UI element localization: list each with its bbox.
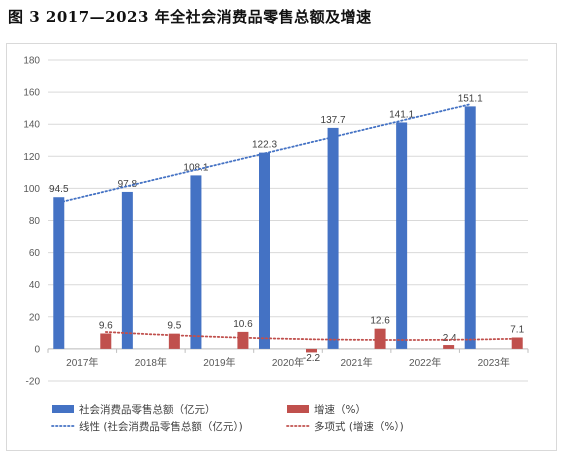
y-tick-label: 160 [23, 88, 40, 99]
legend-trend-linear: 线性 (社会消费品零售总额（亿元）) [51, 420, 243, 433]
data-label-growth-rate: 9.5 [167, 321, 181, 332]
figure-title: 图 3 2017—2023 年全社会消费品零售总额及增速 [8, 8, 372, 26]
y-tick-label: 20 [29, 312, 41, 323]
y-tick-label: 180 [23, 56, 40, 67]
x-tick-label: 2020年 [272, 356, 304, 369]
data-label-retail-total: 141.1 [389, 109, 414, 120]
legend-retail-total-swatch [52, 405, 74, 413]
trendline-linear [57, 103, 472, 204]
data-label-growth-rate: -2.2 [303, 353, 321, 364]
legend-growth-rate-swatch [287, 405, 309, 413]
bar-retail-total [190, 175, 202, 349]
data-label-retail-total: 94.5 [49, 184, 69, 195]
y-tick-label: 140 [23, 120, 40, 131]
bar-growth-rate [443, 345, 455, 349]
legend-trend-linear-text: 线性 (社会消费品零售总额（亿元）) [79, 420, 243, 433]
y-tick-label: 100 [23, 184, 40, 195]
bar-retail-total [53, 197, 65, 349]
y-tick-label: 80 [29, 216, 41, 227]
bar-growth-rate [100, 333, 112, 349]
data-label-retail-total: 108.1 [183, 162, 208, 173]
x-tick-label: 2022年 [409, 356, 441, 369]
data-label-retail-total: 97.8 [118, 179, 138, 190]
bar-retail-total [396, 122, 408, 349]
data-label-retail-total: 151.1 [458, 93, 483, 104]
bar-growth-rate [237, 331, 249, 349]
legend-trend-polynomial: 多项式 (增速（%）) [286, 420, 404, 433]
bar-growth-rate [306, 348, 317, 353]
bar-growth-rate [511, 337, 523, 349]
data-label-growth-rate: 9.6 [99, 320, 113, 331]
y-tick-label: 40 [29, 280, 41, 291]
x-tick-label: 2017年 [66, 356, 98, 369]
y-tick-label: -20 [26, 377, 41, 388]
data-label-growth-rate: 2.4 [443, 333, 457, 344]
legend-growth-rate: 增速（%） [287, 403, 366, 416]
data-label-growth-rate: 10.6 [233, 319, 253, 330]
legend-retail-total-text: 社会消费品零售总额（亿元） [79, 403, 216, 416]
bar-retail-total [327, 127, 339, 349]
trendline-polynomial [104, 331, 519, 341]
chart-frame [6, 43, 557, 451]
legend-trend-polynomial-text: 多项式 (增速（%）) [314, 420, 404, 433]
y-tick-label: 60 [29, 248, 41, 259]
y-tick-label: 120 [23, 152, 40, 163]
y-tick-label: 0 [34, 344, 40, 355]
x-tick-label: 2018年 [135, 356, 167, 369]
legend-retail-total: 社会消费品零售总额（亿元） [52, 403, 216, 416]
x-tick-label: 2019年 [203, 356, 235, 369]
data-label-growth-rate: 12.6 [370, 316, 390, 327]
data-label-growth-rate: 7.1 [510, 325, 524, 336]
bar-retail-total [464, 106, 476, 349]
bar-growth-rate [374, 328, 386, 349]
data-label-retail-total: 122.3 [252, 140, 277, 151]
legend-growth-rate-text: 增速（%） [314, 403, 366, 416]
bar-retail-total [121, 191, 133, 349]
bar-retail-total [259, 152, 270, 349]
x-tick-label: 2021年 [340, 356, 372, 369]
x-tick-label: 2023年 [478, 356, 510, 369]
bar-growth-rate [168, 333, 180, 349]
data-label-retail-total: 137.7 [321, 115, 346, 126]
